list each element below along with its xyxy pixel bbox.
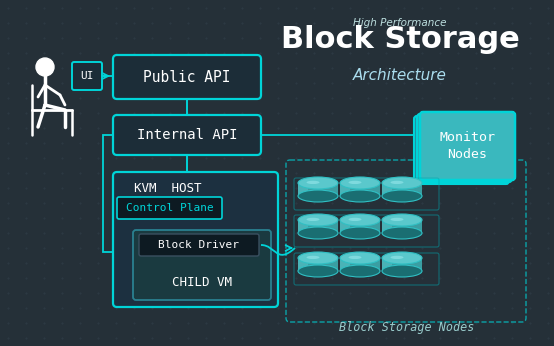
Polygon shape [382,183,392,196]
Text: Public API: Public API [143,70,231,84]
Text: UI: UI [80,71,94,81]
Polygon shape [340,258,350,271]
FancyBboxPatch shape [117,197,222,219]
Ellipse shape [340,214,380,226]
Polygon shape [298,258,308,271]
Text: Control Plane: Control Plane [126,203,213,213]
Polygon shape [382,220,392,233]
Ellipse shape [340,252,380,264]
Ellipse shape [382,190,422,202]
Polygon shape [340,220,350,233]
Circle shape [36,58,54,76]
Text: KVM  HOST: KVM HOST [134,182,202,194]
FancyBboxPatch shape [139,234,259,256]
Polygon shape [298,258,338,271]
FancyBboxPatch shape [414,116,509,184]
Ellipse shape [382,177,422,189]
FancyBboxPatch shape [420,112,515,180]
FancyBboxPatch shape [113,172,278,307]
Ellipse shape [306,181,320,184]
Polygon shape [340,258,380,271]
Ellipse shape [382,265,422,277]
FancyBboxPatch shape [133,230,271,300]
Text: Block Driver: Block Driver [158,240,239,250]
Ellipse shape [391,218,403,221]
Polygon shape [298,220,308,233]
Polygon shape [298,220,338,233]
Ellipse shape [298,265,338,277]
Text: Block Storage Nodes: Block Storage Nodes [339,321,475,334]
FancyBboxPatch shape [113,115,261,155]
Ellipse shape [348,181,362,184]
Polygon shape [382,183,422,196]
Ellipse shape [340,265,380,277]
Polygon shape [298,183,338,196]
Ellipse shape [348,218,362,221]
Ellipse shape [340,190,380,202]
FancyBboxPatch shape [417,114,512,182]
Polygon shape [298,183,308,196]
Polygon shape [382,258,422,271]
Ellipse shape [340,227,380,239]
Ellipse shape [382,252,422,264]
Ellipse shape [298,227,338,239]
Polygon shape [340,183,350,196]
Ellipse shape [348,256,362,259]
Ellipse shape [298,177,338,189]
Text: Block Storage: Block Storage [281,25,520,54]
Text: Monitor
Nodes: Monitor Nodes [439,131,495,161]
Polygon shape [382,220,422,233]
Ellipse shape [298,252,338,264]
Ellipse shape [391,181,403,184]
Text: Internal API: Internal API [137,128,237,142]
Ellipse shape [306,256,320,259]
Ellipse shape [306,218,320,221]
Ellipse shape [298,214,338,226]
FancyBboxPatch shape [113,55,261,99]
Ellipse shape [391,256,403,259]
Text: High Performance: High Performance [353,18,447,28]
Ellipse shape [340,177,380,189]
Text: Architecture: Architecture [353,68,447,83]
Ellipse shape [298,190,338,202]
Polygon shape [340,183,380,196]
Text: CHILD VM: CHILD VM [172,275,232,289]
Polygon shape [340,220,380,233]
Polygon shape [382,258,392,271]
Ellipse shape [382,214,422,226]
FancyBboxPatch shape [72,62,102,90]
Ellipse shape [382,227,422,239]
